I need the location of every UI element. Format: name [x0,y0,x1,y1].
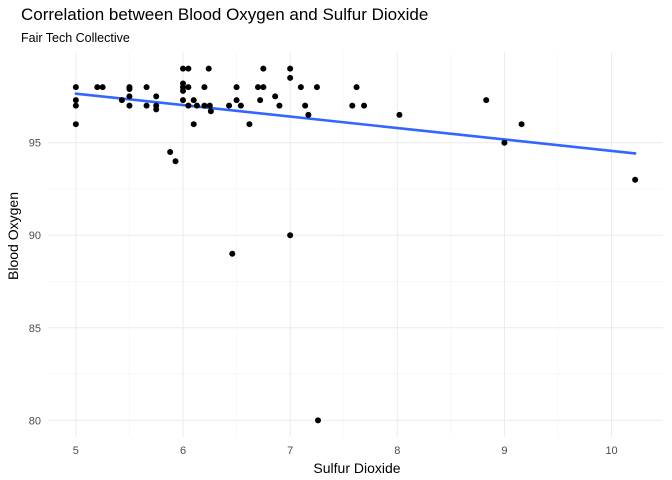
data-point [126,93,133,100]
data-point [153,106,160,113]
data-point [260,65,267,72]
data-point [297,84,304,91]
data-point [302,102,309,109]
data-point [72,84,79,91]
x-tick-label: 8 [394,445,400,457]
trend-line-layer [74,92,637,155]
x-tick-label: 7 [287,445,293,457]
data-point [396,111,403,118]
y-axis-title: Blood Oxygen [5,192,21,280]
data-point [501,139,508,146]
data-point [126,86,133,93]
data-point [190,97,197,104]
data-point [632,176,639,183]
data-point [205,65,212,72]
grid-lines [48,52,663,437]
x-tick-label: 5 [73,445,79,457]
data-point [118,97,125,104]
data-point [193,102,200,109]
data-point [229,250,236,257]
data-point [313,84,320,91]
data-point [180,65,186,72]
data-point [287,65,294,72]
data-point [126,102,133,109]
data-point [185,102,192,109]
data-point [233,97,240,104]
data-point [315,417,321,424]
data-point [207,108,214,115]
data-point [185,65,192,72]
data-point [190,121,197,128]
data-point [94,84,101,91]
chart-title: Correlation between Blood Oxygen and Sul… [21,5,429,24]
tick-labels: 5 6 7 8 9 10 80 85 90 95 [29,138,618,457]
data-point [72,121,79,128]
data-point [180,87,186,94]
data-point [287,232,294,239]
data-point [349,102,356,109]
data-point [201,84,208,91]
data-point [180,97,186,104]
y-tick-label: 90 [29,230,41,242]
data-point [143,102,150,109]
data-point [255,84,261,91]
data-point [99,84,106,91]
data-point [260,84,267,91]
data-point [518,121,525,128]
data-point [185,84,192,91]
y-tick-label: 95 [29,138,41,150]
data-point [167,148,174,155]
data-point [257,97,264,104]
data-point [201,102,208,109]
chart-subtitle: Fair Tech Collective [21,31,130,45]
data-point [143,84,150,91]
y-tick-label: 85 [29,323,41,335]
data-point [72,97,79,104]
y-tick-label: 80 [29,415,41,427]
x-tick-label: 9 [501,445,507,457]
data-point [361,102,368,109]
data-point [276,102,283,109]
data-point [226,102,233,109]
data-points [72,65,639,424]
data-point [206,102,213,109]
data-point [153,93,160,100]
data-point [246,121,253,128]
data-point [272,93,279,100]
data-point [353,84,360,91]
data-point [233,84,240,91]
data-point [483,97,490,104]
x-tick-label: 10 [605,445,617,457]
data-point [287,74,294,81]
data-point [172,158,179,165]
data-point [237,102,244,109]
x-axis-title: Sulfur Dioxide [313,460,400,476]
data-point [72,102,79,109]
trend-line [74,92,637,155]
data-point [305,111,312,118]
x-tick-label: 6 [180,445,186,457]
